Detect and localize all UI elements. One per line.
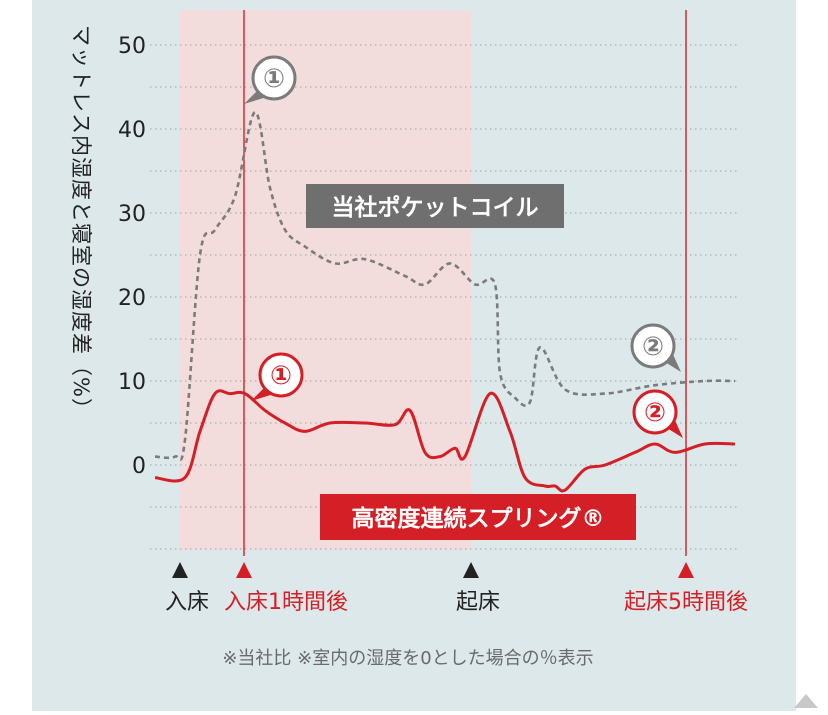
y-tick-label: 20 (118, 286, 146, 311)
series-label-high-density-box (320, 494, 636, 540)
callout-number: ② (644, 398, 666, 428)
callout-circle (630, 323, 676, 369)
marker-label: 入床1時間後 (224, 590, 348, 615)
series-label-pocket-coil: 当社ポケットコイル (306, 184, 564, 228)
scroll-arrow-icon[interactable] (794, 694, 818, 708)
y-tick-labels: 0 10 20 30 40 50 (118, 34, 146, 479)
marker-triangle-icon (172, 562, 188, 578)
series-line-pocket-coil (154, 110, 736, 462)
callout-circle (251, 55, 297, 101)
series-label-high-density: 高密度連続スプリング® (320, 494, 636, 540)
callout-2: ① (251, 352, 304, 401)
callout-3: ② (630, 323, 681, 372)
y-tick-label: 10 (118, 370, 146, 395)
marker-label: 起床5時間後 (624, 590, 748, 615)
marker-lines (243, 10, 687, 556)
series-line-high-density (154, 389, 736, 493)
callout-number: ① (263, 64, 285, 94)
callout-number: ② (642, 332, 664, 362)
callout-circle (632, 389, 678, 435)
marker-label: 入床 (165, 590, 209, 615)
callout-1: ① (244, 55, 297, 104)
marker-triangle-icon (678, 562, 694, 578)
callout-number: ① (270, 361, 292, 391)
callout-4: ② (632, 389, 683, 438)
y-tick-label: 40 (118, 118, 146, 143)
marker-triangle-icon (463, 562, 479, 578)
y-axis-label: マットレス内湿度と寝室の湿度差（%） (69, 25, 93, 420)
time-markers: 入床 入床1時間後 起床 起床5時間後 (165, 562, 748, 615)
series-label-high-density-text: 高密度連続スプリング® (352, 505, 605, 532)
y-tick-label: 50 (118, 34, 146, 59)
series-label-pocket-coil-box (306, 184, 564, 228)
y-tick-label: 0 (132, 454, 146, 479)
sleep-period-shade (180, 10, 471, 550)
series-lines (154, 110, 736, 493)
series-label-pocket-coil-text: 当社ポケットコイル (332, 194, 539, 221)
annotation-note: ※当社比 ※室内の湿度を0とした場合の％表示 (222, 648, 593, 669)
y-tick-label: 30 (118, 202, 146, 227)
callouts: ① ① ② ② (244, 55, 683, 438)
marker-triangle-icon (236, 562, 252, 578)
marker-label: 起床 (456, 590, 500, 615)
callout-circle (258, 352, 304, 398)
